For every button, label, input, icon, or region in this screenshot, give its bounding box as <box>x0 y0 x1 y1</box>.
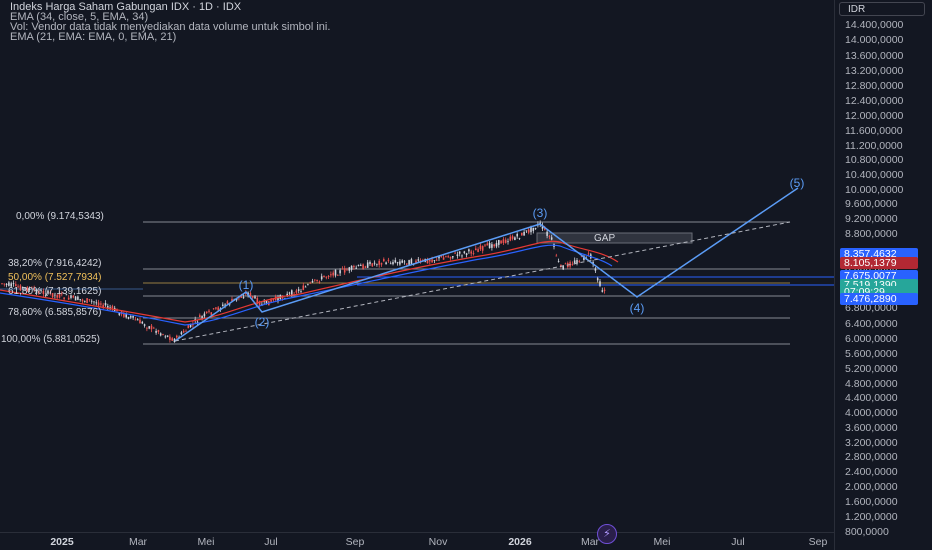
price-tick: 14.000,0000 <box>845 34 904 46</box>
wave-label-5: (5) <box>789 176 805 190</box>
ema-34-legend[interactable]: EMA (34, close, 5, EMA, 34) <box>10 11 149 23</box>
price-tick: 6.400,0000 <box>845 318 898 330</box>
price-tick: 4.800,0000 <box>845 378 898 390</box>
price-tick: 6.000,0000 <box>845 333 898 345</box>
price-tick: 5.600,0000 <box>845 348 898 360</box>
fib-label-50: 50,00% (7.527,7934) <box>8 272 102 283</box>
price-tick: 2.800,0000 <box>845 451 898 463</box>
time-axis[interactable]: 2025 Mar Mei Jul Sep Nov 2026 Mar Mei Jul Sep <box>0 532 834 550</box>
price-tick: 11.600,0000 <box>845 125 903 137</box>
symbol-title[interactable]: Indeks Harga Saham Gabungan IDX · 1D · I… <box>10 1 242 13</box>
currency-button[interactable]: IDR <box>839 2 925 16</box>
fib-label-786: 78,60% (6.585,8576) <box>8 307 102 318</box>
price-tick: 11.200,0000 <box>845 140 903 152</box>
time-tick: Mei <box>197 536 215 548</box>
wave-label-2: (2) <box>254 315 270 329</box>
wave-label-3: (3) <box>532 206 548 220</box>
price-tick: 12.800,0000 <box>845 80 904 92</box>
time-tick: Mar <box>128 536 148 548</box>
price-tick: 3.200,0000 <box>845 437 898 449</box>
ema-34-line <box>0 240 619 323</box>
time-tick: Nov <box>428 536 448 548</box>
price-tick: 13.600,0000 <box>845 50 904 62</box>
price-tick: 12.400,0000 <box>845 95 904 107</box>
price-tick: 2.000,0000 <box>845 481 898 493</box>
fib-label-382: 38,20% (7.916,4242) <box>8 258 102 269</box>
lightning-icon[interactable]: ⚡ <box>597 524 617 544</box>
chart-legend: Indeks Harga Saham Gabungan IDX · 1D · I… <box>10 1 331 43</box>
time-tick: Mar <box>580 536 600 548</box>
time-tick: Mei <box>653 536 671 548</box>
time-tick: 2025 <box>50 536 74 548</box>
price-axis[interactable]: 14.400,0000 14.000,0000 13.600,0000 13.200,… <box>834 0 932 550</box>
fib-label-0: 0,00% (9.174,5343) <box>16 211 104 222</box>
price-tick: 4.000,0000 <box>845 407 898 419</box>
price-tick: 10.000,0000 <box>845 184 904 196</box>
time-tick: Sep <box>808 536 828 548</box>
fib-label-100: 100,00% (5.881,0525) <box>1 334 100 345</box>
gap-label: GAP <box>594 233 616 244</box>
price-tick: 13.200,0000 <box>845 65 904 77</box>
price-tick: 1.200,0000 <box>845 511 898 523</box>
price-chart[interactable] <box>0 0 834 532</box>
price-tick: 4.400,0000 <box>845 392 898 404</box>
time-tick: 2026 <box>508 536 532 548</box>
price-tick: 14.400,0000 <box>845 19 904 31</box>
ema-21-legend[interactable]: EMA (21, EMA: EMA, 0, EMA, 21) <box>10 31 177 43</box>
price-tick: 1.600,0000 <box>845 496 898 508</box>
volume-legend[interactable]: Vol: Vendor data tidak menyediakan data … <box>10 21 331 33</box>
price-tick: 2.400,0000 <box>845 466 898 478</box>
price-tick: 8.800,0000 <box>845 228 898 240</box>
time-tick: Jul <box>731 536 745 548</box>
wave-label-4: (4) <box>629 301 645 315</box>
price-tick: 3.600,0000 <box>845 422 898 434</box>
price-tick: 10.400,0000 <box>845 169 904 181</box>
fib-label-618: 61,80% (7.139,1625) <box>8 286 102 297</box>
time-tick: Jul <box>264 536 278 548</box>
time-tick: Sep <box>345 536 365 548</box>
wave-label-1: (1) <box>238 278 254 292</box>
price-tick: 5.200,0000 <box>845 363 898 375</box>
gap-box <box>536 232 693 244</box>
price-label: 7.476,2890 <box>840 293 918 305</box>
price-tick: 9.600,0000 <box>845 198 898 210</box>
price-tick: 6.800,0000 <box>845 302 898 314</box>
chart-area[interactable]: Indeks Harga Saham Gabungan IDX · 1D · I… <box>0 0 834 532</box>
price-tick: 12.000,0000 <box>845 110 904 122</box>
price-label: 8.105,1379 <box>840 257 918 269</box>
elliott-wave-path <box>174 187 799 342</box>
price-tick: 10.800,0000 <box>845 154 904 166</box>
price-tick: 9.200,0000 <box>845 213 898 225</box>
price-tick: 800,0000 <box>845 526 889 538</box>
